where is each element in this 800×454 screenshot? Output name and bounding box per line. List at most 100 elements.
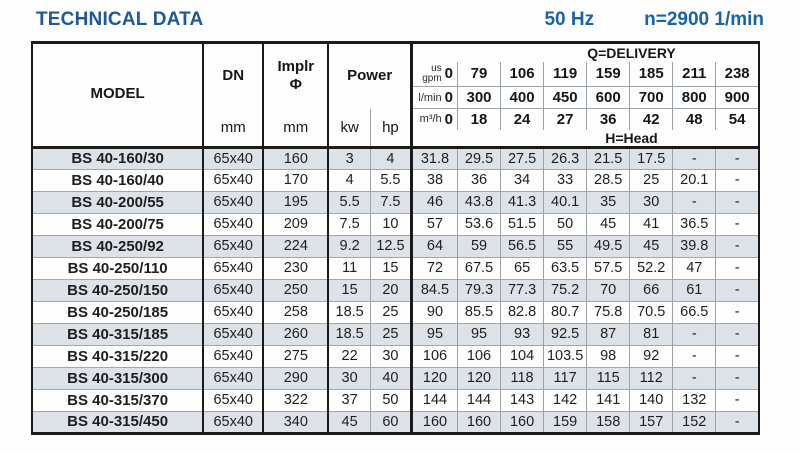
lmin-value: 700 xyxy=(629,86,674,109)
m3h-zero: 0 xyxy=(444,110,453,128)
dn-cell: 65x40 xyxy=(203,147,265,169)
gpm-value: 106 xyxy=(500,61,545,87)
dn-column-header: DN xyxy=(203,42,265,109)
m3h-value: 36 xyxy=(586,108,631,130)
head-value-cell: 66.5 xyxy=(672,301,717,323)
dn-cell: 65x40 xyxy=(203,389,265,411)
m3h-unit-cell: m³/h 0 xyxy=(411,108,459,130)
head-value-cell: 144 xyxy=(457,389,502,411)
head-value-cell: 21.5 xyxy=(586,147,631,169)
head-value-cell: - xyxy=(672,191,717,213)
head-value-cell: 46 xyxy=(411,191,459,213)
dn-cell: 65x40 xyxy=(203,169,265,191)
kw-cell: 37 xyxy=(328,389,371,411)
gpm-value: 185 xyxy=(629,61,674,87)
gpm-value: 79 xyxy=(457,61,502,87)
model-cell: BS 40-315/370 xyxy=(32,389,205,411)
hp-cell: 7.5 xyxy=(370,191,413,213)
lmin-value: 300 xyxy=(457,86,502,109)
head-value-cell: 79.3 xyxy=(457,279,502,301)
kw-cell: 9.2 xyxy=(328,235,371,257)
dn-cell: 65x40 xyxy=(203,257,265,279)
head-value-cell: 85.5 xyxy=(457,301,502,323)
lmin-value: 900 xyxy=(715,86,759,109)
head-header: H=Head xyxy=(605,129,658,146)
head-value-cell: 106 xyxy=(411,345,459,367)
head-value-cell: - xyxy=(734,392,740,408)
head-value-cell: 29.5 xyxy=(457,147,502,169)
head-value-cell: - xyxy=(734,304,740,320)
impeller-cell: 170 xyxy=(263,169,330,191)
head-value-cell: - xyxy=(734,348,740,364)
head-value-cell: 67.5 xyxy=(457,257,502,279)
head-value-cell: 33 xyxy=(543,169,588,191)
model-cell: BS 40-315/220 xyxy=(32,345,205,367)
table-row: BS 40-315/185 65x40 260 18.5 25 95 95 93… xyxy=(32,323,759,345)
head-value-cell: 80.7 xyxy=(543,301,588,323)
head-value-cell: 93 xyxy=(500,323,545,345)
head-value-cell: - xyxy=(672,323,717,345)
table-row: BS 40-200/55 65x40 195 5.5 7.5 46 43.8 4… xyxy=(32,191,759,213)
dn-cell: 65x40 xyxy=(203,213,265,235)
head-value-cell: 51.5 xyxy=(500,213,545,235)
head-value-cell: 117 xyxy=(543,367,588,389)
head-value-cell: 160 xyxy=(457,411,502,433)
model-cell: BS 40-160/40 xyxy=(32,169,205,191)
model-cell: BS 40-315/185 xyxy=(32,323,205,345)
lmin-value: 400 xyxy=(500,86,545,109)
hp-cell: 25 xyxy=(370,323,413,345)
impeller-cell: 160 xyxy=(263,147,330,169)
kw-cell: 7.5 xyxy=(328,213,371,235)
head-value-cell: 152 xyxy=(672,411,717,433)
head-value-cell: 57.5 xyxy=(586,257,631,279)
head-value-cell: 72 xyxy=(411,257,459,279)
head-value-cell: - xyxy=(672,345,717,367)
head-value-cell: 104 xyxy=(500,345,545,367)
m3h-value: 54 xyxy=(728,110,746,128)
impeller-unit: mm xyxy=(263,108,330,147)
m3h-value: 42 xyxy=(629,108,674,130)
gpm-unit-cell: us gpm 0 xyxy=(411,61,459,87)
model-cell: BS 40-250/92 xyxy=(32,235,205,257)
head-value-cell: - xyxy=(715,323,759,345)
kw-cell: 4 xyxy=(328,169,371,191)
m3h-value: 24 xyxy=(500,108,545,130)
head-value-cell: 20.1 xyxy=(672,169,717,191)
hp-cell: 20 xyxy=(370,279,413,301)
m3h-value: 18 xyxy=(457,108,502,130)
head-value-cell: 36.5 xyxy=(672,213,717,235)
dn-cell: 65x40 xyxy=(203,235,265,257)
head-value-cell: 70 xyxy=(586,279,631,301)
delivery-header: Q=DELIVERY xyxy=(587,44,676,61)
kw-cell: 11 xyxy=(328,257,371,279)
head-value-cell: 141 xyxy=(586,389,631,411)
lmin-value: 800 xyxy=(672,86,717,109)
operating-conditions: 50 Hz n=2900 1/min xyxy=(380,9,764,31)
table-row: BS 40-315/450 65x40 340 45 60 160 160 16… xyxy=(32,411,759,433)
head-value-cell: 64 xyxy=(411,235,459,257)
dn-unit: mm xyxy=(203,108,265,147)
table-row: BS 40-160/40 65x40 170 4 5.5 38 36 34 33… xyxy=(32,169,759,191)
hp-cell: 15 xyxy=(370,257,413,279)
head-value-cell: 61 xyxy=(672,279,717,301)
kw-cell: 3 xyxy=(328,147,371,169)
model-cell: BS 40-250/110 xyxy=(32,257,205,279)
head-value-cell: 57 xyxy=(411,213,459,235)
head-value-cell: 160 xyxy=(500,411,545,433)
head-value-cell: 115 xyxy=(586,367,631,389)
kw-cell: 18.5 xyxy=(328,323,371,345)
impeller-cell: 250 xyxy=(263,279,330,301)
hp-cell: 40 xyxy=(370,367,413,389)
frequency-label: 50 Hz xyxy=(544,9,595,30)
head-value-cell: 49.5 xyxy=(586,235,631,257)
head-value-cell: 120 xyxy=(411,367,459,389)
head-value-cell: 142 xyxy=(543,389,588,411)
head-value-cell: 41.3 xyxy=(500,191,545,213)
head-value-cell: 65 xyxy=(500,257,545,279)
dn-cell: 65x40 xyxy=(203,279,265,301)
head-value-cell: 120 xyxy=(457,367,502,389)
head-value-cell: - xyxy=(715,411,759,433)
head-value-cell: 157 xyxy=(629,411,674,433)
head-value-cell: 45 xyxy=(629,235,674,257)
head-value-cell: 159 xyxy=(543,411,588,433)
